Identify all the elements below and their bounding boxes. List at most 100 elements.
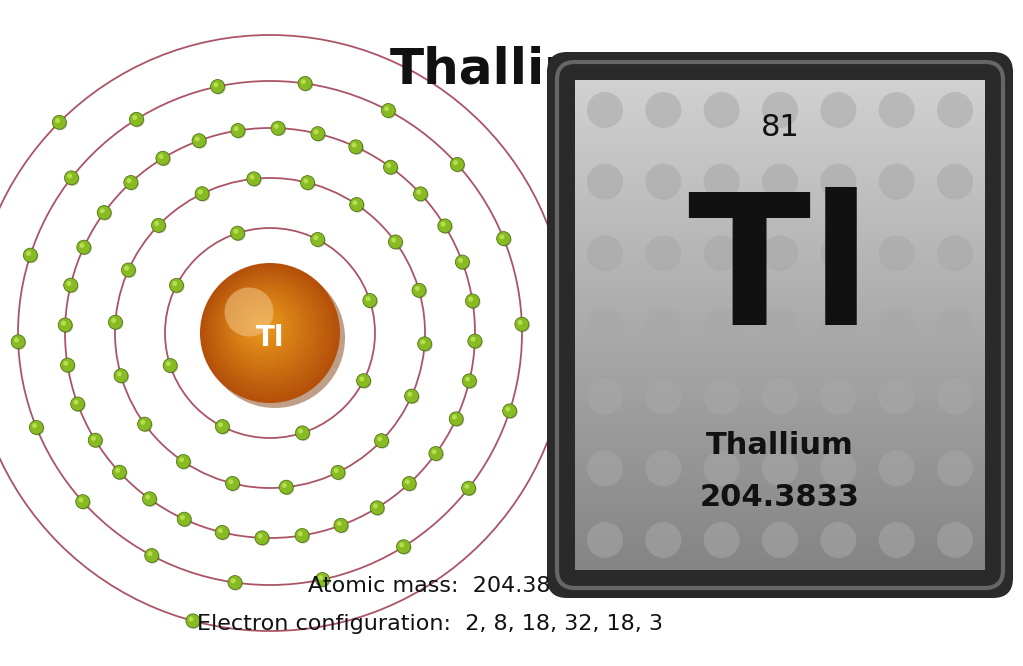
Circle shape xyxy=(78,241,92,255)
Circle shape xyxy=(222,285,311,374)
Circle shape xyxy=(77,240,91,254)
Circle shape xyxy=(350,141,364,155)
Circle shape xyxy=(385,161,399,175)
Circle shape xyxy=(449,412,463,426)
Circle shape xyxy=(414,286,419,291)
Circle shape xyxy=(117,372,122,376)
Circle shape xyxy=(241,304,283,346)
Text: Atomic mass:  204.38: Atomic mass: 204.38 xyxy=(308,576,551,596)
Circle shape xyxy=(353,200,357,205)
Circle shape xyxy=(704,522,740,558)
Circle shape xyxy=(138,418,152,432)
Circle shape xyxy=(937,522,973,558)
Circle shape xyxy=(704,92,740,128)
Circle shape xyxy=(820,164,856,200)
Circle shape xyxy=(52,115,66,129)
Circle shape xyxy=(58,318,73,332)
Circle shape xyxy=(820,450,856,486)
Circle shape xyxy=(225,476,239,490)
Circle shape xyxy=(295,529,309,543)
Circle shape xyxy=(231,227,246,241)
Circle shape xyxy=(114,466,128,480)
Circle shape xyxy=(587,235,623,271)
Circle shape xyxy=(224,287,308,371)
Circle shape xyxy=(123,264,136,278)
Circle shape xyxy=(115,370,129,384)
Circle shape xyxy=(215,525,229,539)
Circle shape xyxy=(212,275,324,387)
Circle shape xyxy=(704,307,740,343)
Circle shape xyxy=(496,232,510,246)
Circle shape xyxy=(646,164,681,200)
Circle shape xyxy=(762,92,798,128)
Circle shape xyxy=(154,221,160,226)
Circle shape xyxy=(171,279,184,293)
Circle shape xyxy=(413,284,427,298)
Circle shape xyxy=(463,375,478,389)
Circle shape xyxy=(212,81,226,95)
Circle shape xyxy=(79,498,84,502)
Circle shape xyxy=(188,617,193,621)
Circle shape xyxy=(405,389,418,403)
Circle shape xyxy=(55,118,60,123)
Circle shape xyxy=(879,235,915,271)
Circle shape xyxy=(704,235,740,271)
Circle shape xyxy=(250,312,273,336)
Circle shape xyxy=(138,417,151,431)
Circle shape xyxy=(391,238,396,242)
Circle shape xyxy=(32,423,37,428)
Circle shape xyxy=(145,495,150,500)
Circle shape xyxy=(125,176,139,190)
Circle shape xyxy=(402,477,416,491)
Circle shape xyxy=(387,163,391,168)
Circle shape xyxy=(231,578,235,583)
Circle shape xyxy=(263,271,277,285)
Circle shape xyxy=(228,480,233,484)
Circle shape xyxy=(646,307,681,343)
Circle shape xyxy=(12,336,27,350)
Circle shape xyxy=(762,450,798,486)
Circle shape xyxy=(192,134,206,148)
Circle shape xyxy=(412,283,426,297)
Circle shape xyxy=(89,434,103,448)
Circle shape xyxy=(218,422,223,428)
Circle shape xyxy=(206,269,331,395)
Circle shape xyxy=(122,263,135,277)
Circle shape xyxy=(196,188,210,202)
Circle shape xyxy=(458,258,463,263)
Circle shape xyxy=(100,208,104,213)
Circle shape xyxy=(587,379,623,415)
Circle shape xyxy=(255,531,269,545)
Circle shape xyxy=(405,480,410,484)
Circle shape xyxy=(232,295,297,360)
Circle shape xyxy=(438,219,452,233)
Circle shape xyxy=(144,549,159,563)
Circle shape xyxy=(24,248,37,262)
Circle shape xyxy=(364,294,377,308)
Circle shape xyxy=(937,450,973,486)
Circle shape xyxy=(464,484,470,489)
Circle shape xyxy=(233,127,238,131)
Circle shape xyxy=(646,522,681,558)
Circle shape xyxy=(403,478,417,492)
Circle shape xyxy=(80,243,85,248)
Circle shape xyxy=(258,533,263,539)
Circle shape xyxy=(503,405,518,419)
Circle shape xyxy=(359,376,364,382)
FancyBboxPatch shape xyxy=(547,52,1013,598)
Circle shape xyxy=(704,164,740,200)
Circle shape xyxy=(187,615,201,629)
Circle shape xyxy=(469,297,474,302)
Circle shape xyxy=(296,529,310,543)
Circle shape xyxy=(298,531,303,536)
Circle shape xyxy=(130,113,143,127)
Circle shape xyxy=(465,377,470,382)
Circle shape xyxy=(298,77,312,91)
Circle shape xyxy=(312,234,325,248)
Circle shape xyxy=(230,226,244,240)
Circle shape xyxy=(239,302,286,350)
Circle shape xyxy=(112,318,116,323)
Circle shape xyxy=(371,501,385,515)
Circle shape xyxy=(25,249,38,263)
Circle shape xyxy=(407,392,412,397)
